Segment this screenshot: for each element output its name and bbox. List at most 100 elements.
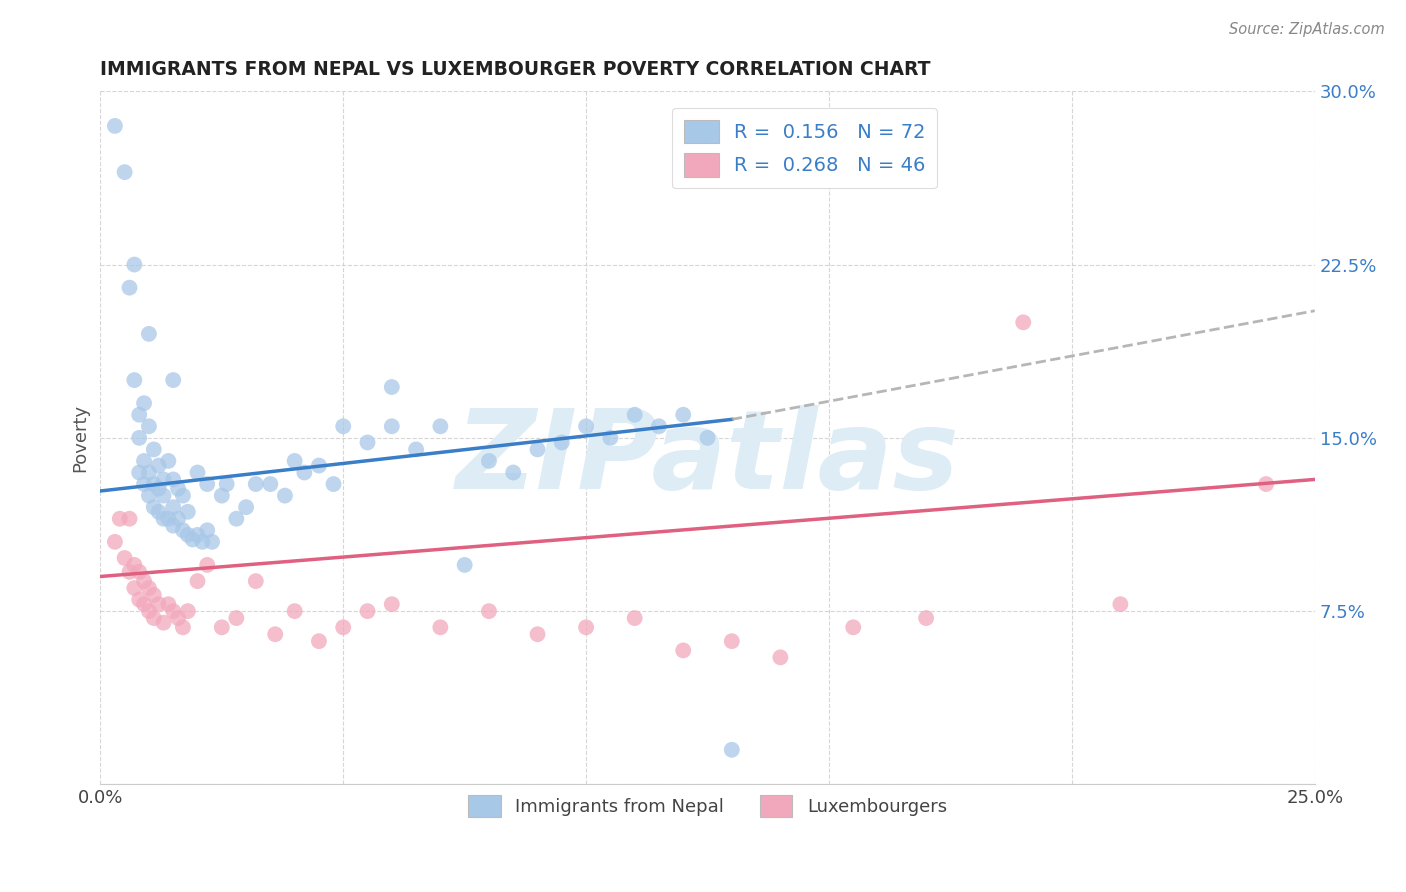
Point bbox=[148, 482, 170, 496]
Point bbox=[157, 454, 180, 468]
Point bbox=[162, 500, 184, 515]
Point bbox=[108, 512, 131, 526]
Point bbox=[138, 489, 160, 503]
Point bbox=[623, 408, 645, 422]
Point bbox=[332, 620, 354, 634]
Point bbox=[308, 634, 330, 648]
Point bbox=[245, 574, 267, 588]
Point bbox=[104, 119, 127, 133]
Point bbox=[114, 551, 136, 566]
Point bbox=[118, 280, 141, 294]
Point bbox=[915, 611, 938, 625]
Point bbox=[672, 643, 695, 657]
Point bbox=[599, 431, 621, 445]
Point bbox=[332, 419, 354, 434]
Point bbox=[478, 454, 501, 468]
Point bbox=[225, 611, 247, 625]
Point bbox=[429, 620, 451, 634]
Point bbox=[138, 326, 160, 341]
Point bbox=[167, 512, 190, 526]
Point bbox=[186, 574, 208, 588]
Point bbox=[124, 558, 146, 572]
Point bbox=[672, 408, 695, 422]
Point bbox=[211, 620, 233, 634]
Point bbox=[225, 512, 247, 526]
Point bbox=[322, 477, 344, 491]
Point bbox=[292, 466, 315, 480]
Point bbox=[128, 466, 150, 480]
Point bbox=[167, 611, 190, 625]
Point bbox=[152, 489, 174, 503]
Text: Source: ZipAtlas.com: Source: ZipAtlas.com bbox=[1229, 22, 1385, 37]
Text: IMMIGRANTS FROM NEPAL VS LUXEMBOURGER POVERTY CORRELATION CHART: IMMIGRANTS FROM NEPAL VS LUXEMBOURGER PO… bbox=[100, 60, 931, 78]
Point bbox=[1109, 597, 1132, 611]
Point bbox=[172, 620, 194, 634]
Point bbox=[381, 597, 404, 611]
Point bbox=[157, 512, 180, 526]
Point bbox=[177, 528, 200, 542]
Point bbox=[172, 523, 194, 537]
Point bbox=[124, 373, 146, 387]
Point bbox=[132, 396, 155, 410]
Point bbox=[118, 565, 141, 579]
Point bbox=[132, 477, 155, 491]
Point bbox=[148, 597, 170, 611]
Point bbox=[162, 518, 184, 533]
Point bbox=[201, 534, 224, 549]
Point bbox=[575, 620, 598, 634]
Point bbox=[284, 454, 307, 468]
Point bbox=[148, 458, 170, 473]
Point bbox=[152, 512, 174, 526]
Point bbox=[245, 477, 267, 491]
Point bbox=[575, 419, 598, 434]
Point bbox=[148, 505, 170, 519]
Point bbox=[172, 489, 194, 503]
Point bbox=[356, 604, 378, 618]
Point bbox=[138, 604, 160, 618]
Point bbox=[842, 620, 865, 634]
Point bbox=[167, 482, 190, 496]
Point bbox=[405, 442, 427, 457]
Point bbox=[138, 419, 160, 434]
Point bbox=[157, 597, 180, 611]
Point bbox=[526, 442, 548, 457]
Point bbox=[142, 477, 165, 491]
Point bbox=[381, 380, 404, 394]
Point bbox=[274, 489, 297, 503]
Point bbox=[195, 523, 218, 537]
Point bbox=[264, 627, 287, 641]
Point bbox=[284, 604, 307, 618]
Point bbox=[104, 534, 127, 549]
Point bbox=[235, 500, 257, 515]
Point bbox=[215, 477, 238, 491]
Point bbox=[162, 472, 184, 486]
Point bbox=[381, 419, 404, 434]
Point bbox=[114, 165, 136, 179]
Point bbox=[453, 558, 475, 572]
Text: ZIPatlas: ZIPatlas bbox=[456, 405, 959, 512]
Point bbox=[118, 512, 141, 526]
Point bbox=[132, 597, 155, 611]
Point bbox=[177, 505, 200, 519]
Point bbox=[138, 466, 160, 480]
Point bbox=[648, 419, 671, 434]
Point bbox=[128, 565, 150, 579]
Point bbox=[623, 611, 645, 625]
Point bbox=[259, 477, 281, 491]
Point bbox=[128, 592, 150, 607]
Point bbox=[142, 442, 165, 457]
Point bbox=[1256, 477, 1278, 491]
Point bbox=[308, 458, 330, 473]
Point bbox=[1012, 315, 1035, 329]
Point bbox=[142, 611, 165, 625]
Point bbox=[356, 435, 378, 450]
Point bbox=[720, 634, 742, 648]
Point bbox=[142, 588, 165, 602]
Point bbox=[132, 454, 155, 468]
Point bbox=[128, 431, 150, 445]
Point bbox=[720, 743, 742, 757]
Point bbox=[142, 500, 165, 515]
Point bbox=[195, 558, 218, 572]
Point bbox=[124, 258, 146, 272]
Point bbox=[132, 574, 155, 588]
